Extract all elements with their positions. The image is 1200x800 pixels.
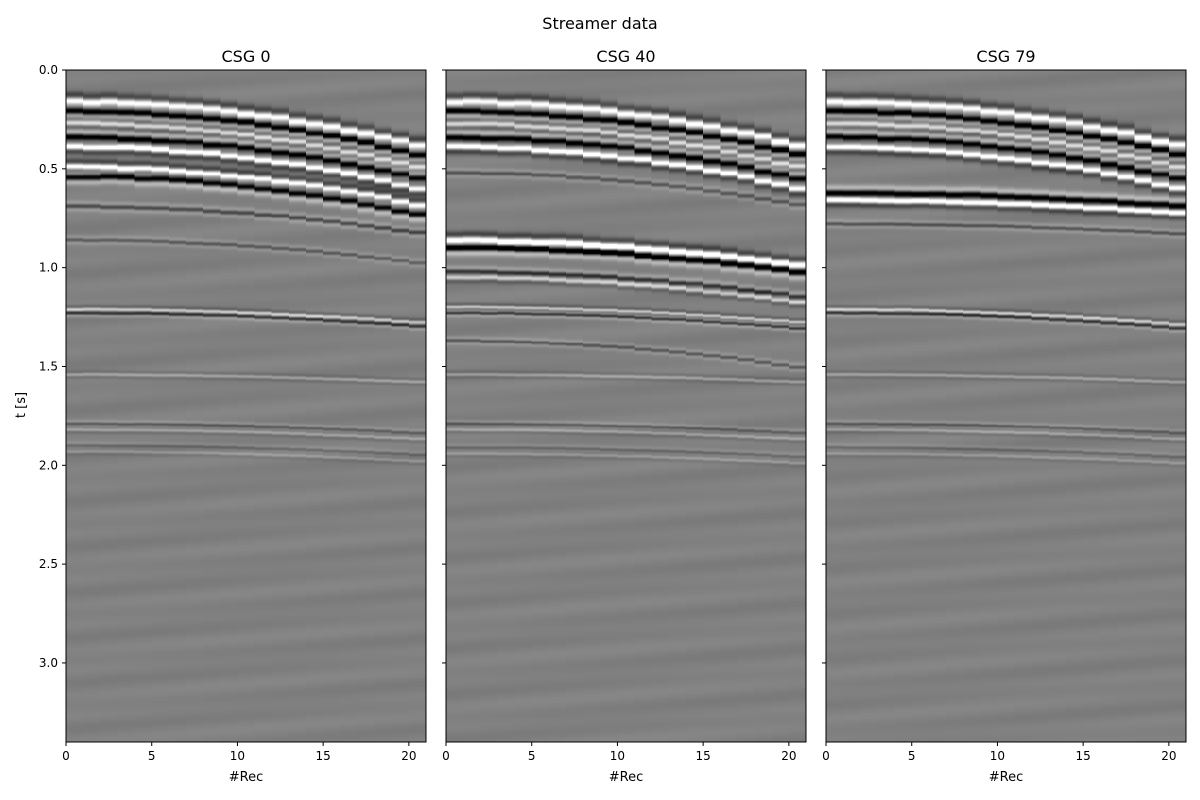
y-tick-label-0-1: 0.5 bbox=[39, 162, 58, 176]
x-tick-label-1-4: 20 bbox=[781, 749, 796, 763]
csg-panel-1: CSG 40 0 5 10 15 20 #Rec bbox=[442, 47, 807, 785]
x-axis-label-0: #Rec bbox=[229, 770, 264, 785]
x-tick-label-1-2: 10 bbox=[610, 749, 625, 763]
x-axis-label-1: #Rec bbox=[609, 770, 644, 785]
axes-title-2: CSG 79 bbox=[976, 47, 1035, 66]
csg-image-0 bbox=[66, 70, 426, 742]
x-tick-label-1-0: 0 bbox=[442, 749, 450, 763]
axes-title-0: CSG 0 bbox=[222, 47, 271, 66]
x-axis-label-2: #Rec bbox=[989, 770, 1024, 785]
x-tick-label-2-3: 15 bbox=[1076, 749, 1091, 763]
y-tick-label-0-6: 3.0 bbox=[39, 656, 58, 670]
y-tick-label-0-0: 0.0 bbox=[39, 63, 58, 77]
panels: CSG 0 0 5 10 15 20 #Rec 0.0 0.5 1.0 1.5 2.0 2.5 3.0 t … bbox=[14, 47, 1187, 785]
csg-panel-0: CSG 0 0 5 10 15 20 #Rec 0.0 0.5 1.0 1.5 2.0 2.5 3.0 t … bbox=[14, 47, 427, 785]
x-tick-label-0-4: 20 bbox=[401, 749, 416, 763]
axes-frame-1 bbox=[445, 69, 807, 743]
csg-image-1 bbox=[446, 70, 806, 742]
y-tick-label-0-4: 2.0 bbox=[39, 458, 58, 472]
y-axis-label-0: t [s] bbox=[14, 392, 29, 418]
x-tick-label-2-2: 10 bbox=[990, 749, 1005, 763]
x-tick-label-0-0: 0 bbox=[62, 749, 70, 763]
y-tick-label-0-3: 1.5 bbox=[39, 359, 58, 373]
axes-frame-0 bbox=[65, 69, 427, 743]
y-tick-label-0-5: 2.5 bbox=[39, 557, 58, 571]
x-tick-label-2-4: 20 bbox=[1161, 749, 1176, 763]
x-tick-label-1-1: 5 bbox=[528, 749, 536, 763]
axes-title-1: CSG 40 bbox=[596, 47, 655, 66]
x-tick-label-2-0: 0 bbox=[822, 749, 830, 763]
csg-image-2 bbox=[826, 70, 1186, 742]
x-tick-label-0-3: 15 bbox=[316, 749, 331, 763]
csg-panel-2: CSG 79 0 5 10 15 20 #Rec bbox=[822, 47, 1187, 785]
x-tick-label-0-1: 5 bbox=[148, 749, 156, 763]
figure-suptitle: Streamer data bbox=[542, 14, 657, 33]
axes-frame-2 bbox=[825, 69, 1187, 743]
x-tick-label-1-3: 15 bbox=[696, 749, 711, 763]
x-tick-label-2-1: 5 bbox=[908, 749, 916, 763]
y-tick-label-0-2: 1.0 bbox=[39, 261, 58, 275]
x-tick-label-0-2: 10 bbox=[230, 749, 245, 763]
